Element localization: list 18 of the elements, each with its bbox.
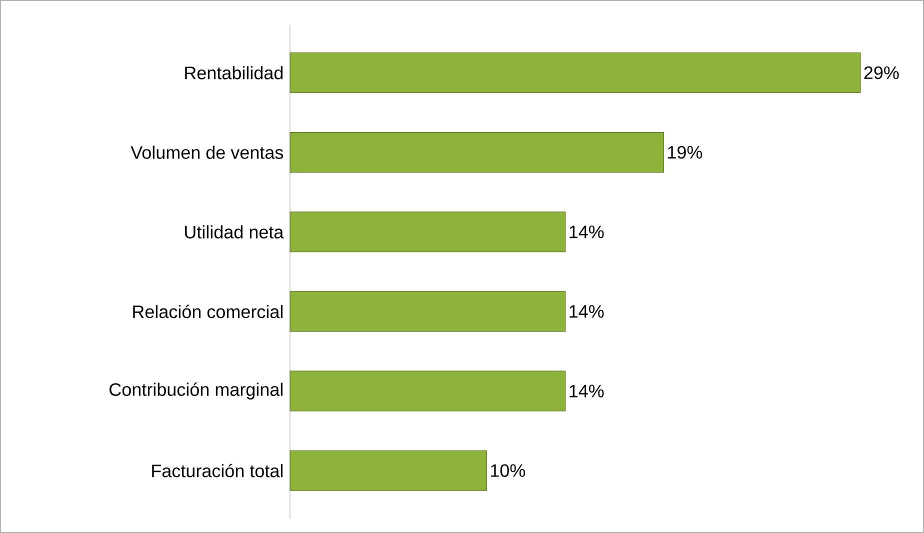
data-label: 19% <box>668 146 702 159</box>
y-tick-label: Relación comercial <box>133 304 282 318</box>
bar <box>290 450 487 491</box>
data-label: 14% <box>570 305 604 318</box>
y-tick-label: Utilidad neta <box>185 225 284 238</box>
bar <box>290 370 566 412</box>
bar <box>290 52 861 94</box>
y-tick-label: Volumen de ventas <box>130 146 284 159</box>
bar <box>290 132 664 173</box>
bar <box>290 291 566 332</box>
y-tick-label: Facturación total <box>152 464 283 478</box>
y-tick-label: Contribución marginal <box>110 382 282 400</box>
data-label: 10% <box>491 464 526 477</box>
data-label: 14% <box>570 226 604 238</box>
data-label: 29% <box>864 66 899 80</box>
data-label: 14% <box>570 384 604 398</box>
bar <box>290 212 566 252</box>
y-tick-label: Rentabilidad <box>185 66 283 80</box>
